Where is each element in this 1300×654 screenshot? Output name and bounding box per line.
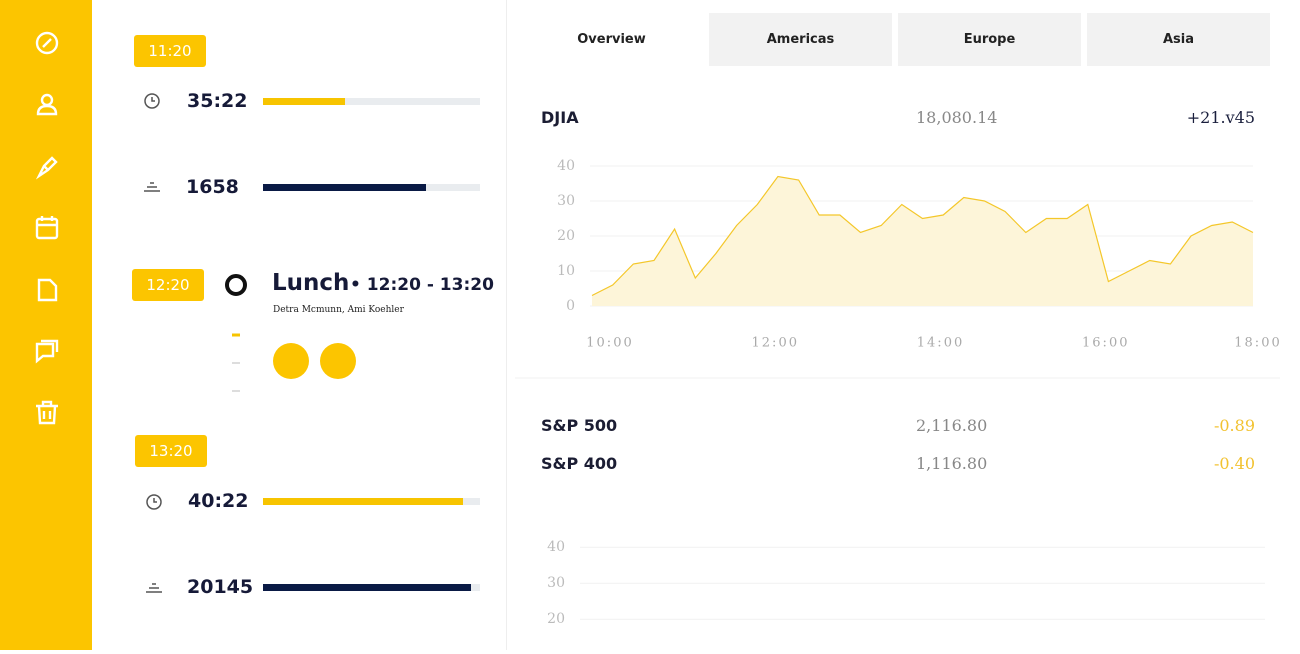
market-change: -0.89 bbox=[1213, 416, 1255, 435]
progress-track bbox=[263, 498, 480, 505]
market-name: S&P 400 bbox=[541, 454, 618, 473]
progress-fill bbox=[263, 184, 426, 191]
progress-track bbox=[263, 98, 480, 105]
market-value: 2,116.80 bbox=[916, 416, 988, 435]
x-tick-label: 16:00 bbox=[1082, 336, 1129, 351]
progress-fill bbox=[263, 98, 346, 105]
progress-fill bbox=[263, 498, 463, 505]
stat-value: 40:22 bbox=[188, 490, 249, 512]
calendar-icon[interactable] bbox=[35, 216, 59, 240]
y-tick-label: 10 bbox=[557, 263, 575, 279]
time-badge: 11:20 bbox=[134, 35, 206, 67]
y-tick-label: 40 bbox=[547, 539, 565, 555]
x-tick-label: 10:00 bbox=[586, 336, 633, 351]
y-tick-label: 0 bbox=[566, 298, 575, 314]
x-tick-label: 14:00 bbox=[917, 336, 964, 351]
x-tick-label: 12:00 bbox=[752, 336, 799, 351]
progress-track bbox=[263, 184, 480, 191]
y-tick-label: 20 bbox=[547, 611, 565, 627]
market-change: -0.40 bbox=[1213, 454, 1255, 473]
compass-icon[interactable] bbox=[35, 31, 59, 55]
time-badge: 12:20 bbox=[132, 269, 204, 301]
market-change: +21.v45 bbox=[1186, 108, 1255, 127]
tab[interactable]: Europe bbox=[898, 13, 1081, 66]
market-value: 18,080.14 bbox=[916, 108, 998, 127]
x-tick-label: 18:00 bbox=[1234, 336, 1281, 351]
progress-track bbox=[263, 584, 480, 591]
time-badge: 13:20 bbox=[135, 435, 207, 467]
event-time: 12:20 - 13:20 bbox=[350, 275, 494, 295]
market-name: DJIA bbox=[541, 108, 579, 127]
event-attendees: Detra Mcmunn, Ami Koehler bbox=[273, 305, 404, 315]
stat-value: 20145 bbox=[187, 576, 254, 598]
y-tick-label: 40 bbox=[557, 158, 575, 174]
chat-icon[interactable] bbox=[35, 339, 59, 364]
market-name: S&P 500 bbox=[541, 416, 618, 435]
market-value: 1,116.80 bbox=[916, 454, 988, 473]
sidebar-icons bbox=[35, 31, 59, 425]
y-tick-label: 30 bbox=[547, 575, 565, 591]
y-tick-label: 30 bbox=[557, 193, 575, 209]
file-icon[interactable] bbox=[37, 278, 58, 302]
tab[interactable]: Americas bbox=[709, 13, 892, 66]
tab[interactable]: Asia bbox=[1087, 13, 1270, 66]
line bbox=[591, 175, 1254, 297]
stat-value: 35:22 bbox=[187, 90, 248, 112]
stat-value: 1658 bbox=[186, 176, 239, 198]
user-icon[interactable] bbox=[36, 93, 58, 116]
y-tick-label: 20 bbox=[557, 228, 575, 244]
area bbox=[592, 176, 1253, 306]
trash-icon[interactable] bbox=[36, 400, 58, 425]
progress-fill bbox=[263, 584, 472, 591]
event-title: Lunch bbox=[272, 270, 350, 296]
pen-icon[interactable] bbox=[35, 156, 58, 180]
sidebar bbox=[0, 0, 92, 650]
tab[interactable]: Overview bbox=[520, 13, 703, 66]
timeline-panel bbox=[92, 0, 507, 650]
